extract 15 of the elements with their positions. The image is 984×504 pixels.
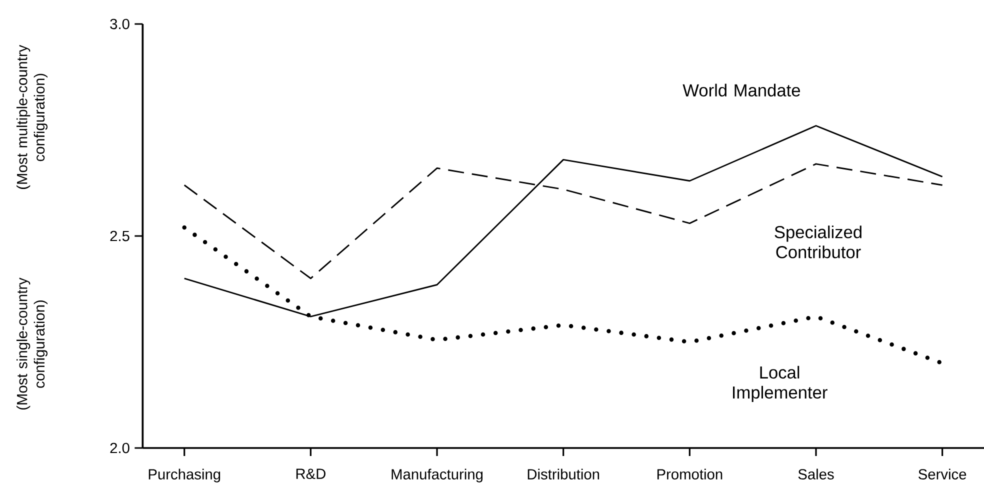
x-tick-label: Service <box>918 468 966 480</box>
y-axis-title: (Most single-country configuration) <box>16 278 48 410</box>
x-tick-label: Manufacturing <box>392 468 483 482</box>
text: Specialized Contributor <box>774 226 862 258</box>
text: (Most multiple-country configuration) <box>16 44 48 189</box>
x-tick-label: Promotion <box>657 468 722 480</box>
x-tick-label: Sales <box>798 468 834 480</box>
y-tick-label: 2.5 <box>110 230 130 242</box>
y-tick-label: 2.0 <box>110 442 130 454</box>
x-tick-label: R&D <box>296 468 326 480</box>
series-label: Local Implementer <box>733 366 828 402</box>
x-tick-label: Purchasing <box>148 468 220 482</box>
series-label: World Mandate <box>682 84 800 97</box>
x-tick-label: Distribution <box>528 468 600 480</box>
y-tick-label: 3.0 <box>110 18 130 30</box>
